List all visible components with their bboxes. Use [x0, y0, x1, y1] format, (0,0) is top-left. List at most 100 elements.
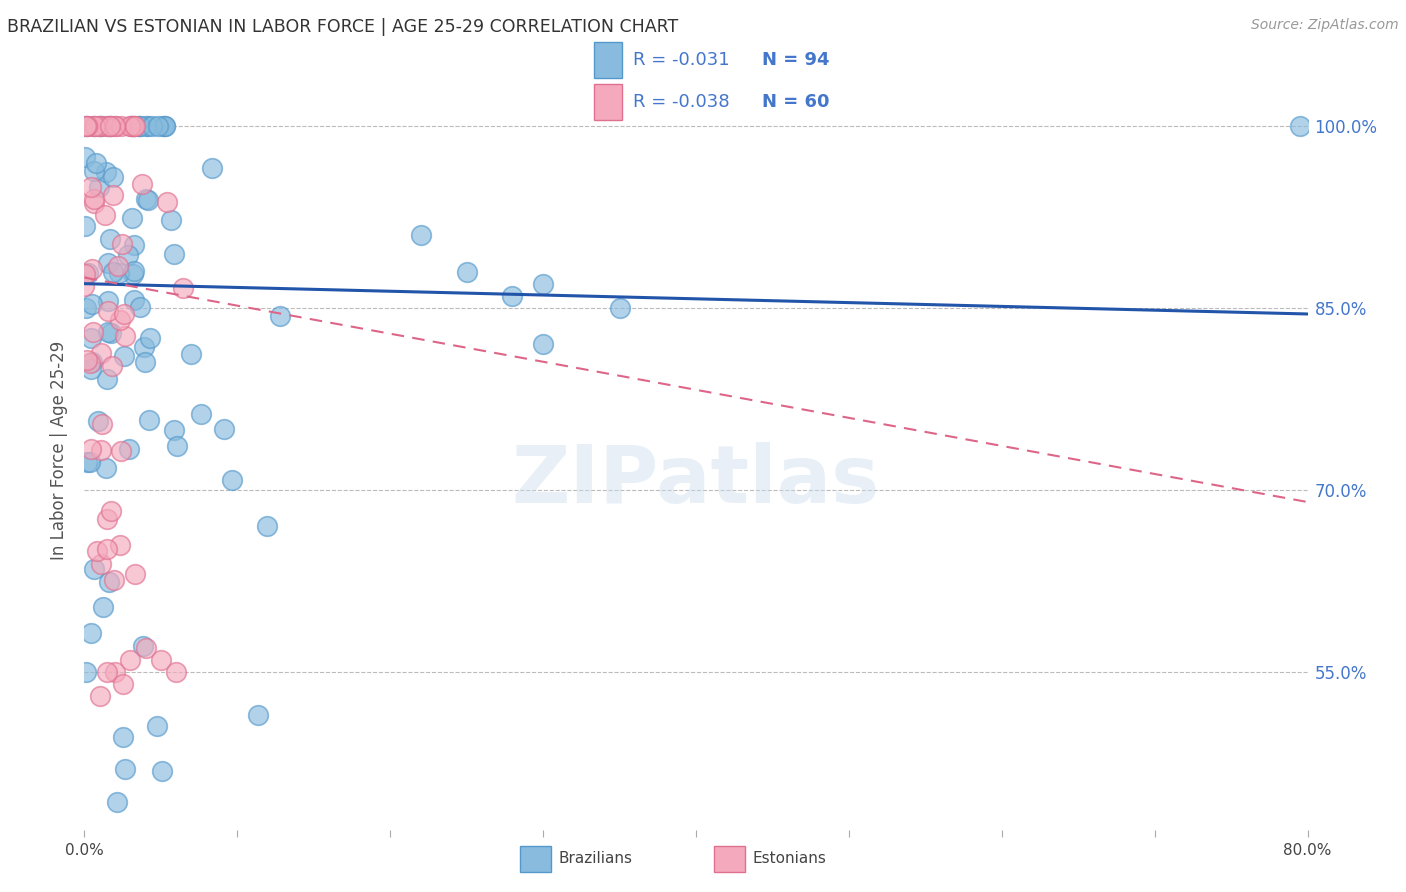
- Point: [135, 640, 157, 655]
- Point: [136, 194, 159, 208]
- Point: [121, 119, 143, 133]
- Text: R = -0.031: R = -0.031: [633, 51, 730, 69]
- Point: [146, 119, 169, 133]
- Point: [101, 170, 124, 185]
- Point: [456, 264, 478, 278]
- Point: [111, 677, 134, 691]
- Point: [172, 280, 194, 294]
- Point: [82, 325, 104, 339]
- Point: [73, 279, 96, 293]
- Point: [163, 423, 186, 437]
- Point: [82, 119, 104, 133]
- Text: N = 60: N = 60: [762, 93, 830, 112]
- Point: [138, 331, 160, 345]
- Point: [124, 567, 146, 582]
- Point: [201, 161, 224, 175]
- Point: [79, 455, 101, 469]
- Point: [103, 265, 125, 279]
- Point: [110, 237, 132, 252]
- Point: [101, 359, 124, 374]
- Point: [121, 211, 143, 225]
- Point: [76, 119, 98, 133]
- Point: [80, 355, 103, 369]
- Point: [79, 626, 101, 640]
- Point: [80, 331, 103, 345]
- Text: R = -0.038: R = -0.038: [633, 93, 730, 112]
- Point: [159, 212, 181, 227]
- Point: [128, 119, 150, 133]
- Text: BRAZILIAN VS ESTONIAN IN LABOR FORCE | AGE 25-29 CORRELATION CHART: BRAZILIAN VS ESTONIAN IN LABOR FORCE | A…: [7, 18, 678, 36]
- Point: [84, 156, 107, 170]
- Point: [100, 504, 122, 518]
- Point: [110, 444, 132, 458]
- Point: [89, 119, 111, 133]
- Point: [90, 417, 112, 431]
- Text: Estonians: Estonians: [752, 852, 827, 866]
- Point: [502, 289, 524, 303]
- Y-axis label: In Labor Force | Age 25-29: In Labor Force | Age 25-29: [51, 341, 69, 560]
- Point: [609, 301, 631, 315]
- Point: [531, 337, 554, 351]
- Point: [165, 665, 187, 679]
- Bar: [595, 85, 621, 120]
- Point: [91, 599, 114, 614]
- Point: [247, 707, 270, 722]
- Point: [112, 307, 135, 321]
- Point: [79, 356, 101, 370]
- Point: [141, 119, 163, 133]
- Point: [118, 442, 141, 457]
- Point: [221, 473, 243, 487]
- Point: [1289, 119, 1312, 133]
- Point: [97, 304, 120, 318]
- Point: [124, 119, 146, 133]
- Point: [121, 119, 143, 133]
- Point: [409, 228, 432, 243]
- Point: [83, 119, 105, 133]
- Point: [96, 119, 118, 133]
- Point: [104, 119, 127, 133]
- Point: [89, 119, 111, 133]
- Point: [100, 326, 122, 341]
- Point: [94, 461, 117, 475]
- Point: [76, 119, 98, 133]
- Point: [155, 119, 177, 133]
- Text: Brazilians: Brazilians: [558, 852, 633, 866]
- Point: [97, 325, 120, 339]
- Point: [97, 256, 120, 270]
- Point: [90, 346, 112, 360]
- Point: [100, 119, 122, 133]
- Point: [83, 562, 105, 576]
- Point: [83, 193, 105, 207]
- Point: [76, 352, 98, 367]
- Point: [269, 310, 291, 324]
- Point: [156, 195, 179, 210]
- Point: [180, 347, 202, 361]
- Point: [146, 719, 169, 733]
- Point: [89, 119, 111, 133]
- Point: [134, 355, 156, 369]
- Text: Source: ZipAtlas.com: Source: ZipAtlas.com: [1251, 18, 1399, 32]
- Point: [107, 259, 129, 273]
- Point: [75, 301, 97, 315]
- Point: [89, 180, 111, 194]
- Point: [97, 294, 120, 309]
- Point: [73, 267, 96, 281]
- Bar: [595, 42, 621, 78]
- Point: [124, 293, 146, 307]
- Point: [94, 208, 117, 222]
- Point: [98, 119, 121, 133]
- Point: [86, 414, 108, 428]
- Point: [108, 312, 131, 326]
- Point: [256, 518, 278, 533]
- Point: [75, 119, 97, 133]
- Point: [110, 119, 132, 133]
- Text: N = 94: N = 94: [762, 51, 830, 69]
- Point: [75, 219, 97, 233]
- Point: [98, 574, 121, 589]
- Point: [134, 340, 156, 354]
- Point: [103, 188, 125, 202]
- Point: [120, 119, 142, 133]
- Point: [108, 266, 131, 280]
- Point: [212, 422, 235, 436]
- Point: [166, 439, 188, 453]
